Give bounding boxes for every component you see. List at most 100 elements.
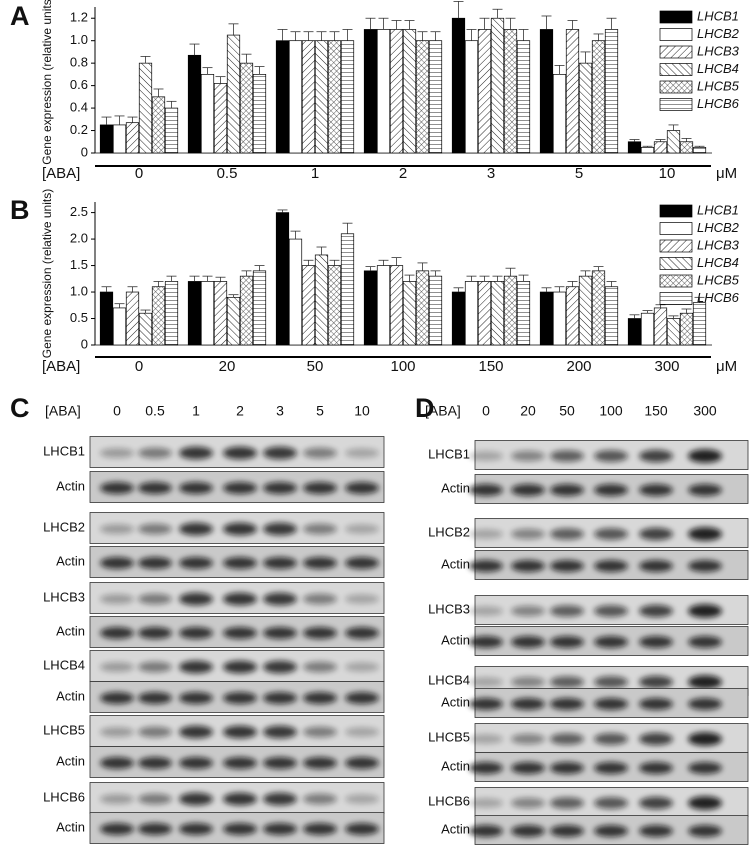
bar (239, 62, 254, 154)
error-bar (466, 29, 477, 41)
band (179, 660, 213, 674)
band (138, 627, 172, 639)
band (594, 797, 628, 809)
error-bar (277, 209, 288, 213)
bar (477, 29, 492, 154)
legend-swatch (659, 63, 693, 76)
lane-label: 100 (599, 403, 623, 419)
band (138, 523, 172, 535)
row-label: LHCB6 (428, 793, 470, 808)
band (594, 762, 628, 774)
error-bar (694, 296, 705, 303)
band (550, 528, 584, 540)
bar (428, 275, 443, 346)
band (100, 823, 134, 835)
band (345, 823, 379, 835)
x-tick-label: 3 (487, 165, 495, 182)
bar (200, 74, 215, 154)
legend-swatch (659, 204, 693, 218)
bar (591, 40, 606, 154)
bar (451, 291, 466, 346)
error-bar (668, 124, 679, 131)
bar (653, 141, 668, 154)
legend-label: LHCB4 (697, 255, 739, 270)
band (511, 605, 545, 617)
band (594, 484, 628, 496)
bar (125, 122, 140, 154)
legend-swatch (659, 239, 693, 253)
error-bar (365, 266, 376, 271)
bar (415, 270, 430, 346)
x-tick-label: 1 (311, 165, 319, 182)
y-tick-label: 0.2 (70, 122, 88, 137)
lane-label: 5 (316, 403, 324, 419)
x-tick-label: 50 (307, 358, 324, 375)
blot-row (89, 436, 385, 468)
bar (627, 141, 642, 154)
band (303, 482, 337, 494)
row-label: Actin (56, 753, 85, 768)
bar (213, 83, 228, 154)
error-bar (114, 115, 125, 125)
band (469, 762, 503, 774)
bar (402, 281, 417, 346)
band (303, 523, 337, 535)
band (263, 482, 297, 494)
error-bar (140, 56, 151, 64)
band (179, 522, 213, 536)
x-tick-label: 2 (399, 165, 407, 182)
band (263, 792, 297, 806)
band (639, 560, 673, 572)
bar (490, 281, 505, 346)
y-tick-label: 1.5 (70, 257, 88, 272)
band (594, 733, 628, 745)
panel-label: B (10, 195, 30, 225)
band (345, 692, 379, 704)
legend-label: LHCB5 (697, 78, 740, 93)
band (550, 698, 584, 710)
band (469, 798, 503, 808)
band (688, 484, 722, 496)
band (688, 675, 722, 689)
blot-row (469, 474, 749, 504)
error-bar (681, 308, 692, 314)
error-bar (303, 259, 314, 266)
blot-row (89, 512, 385, 544)
band (303, 793, 337, 805)
error-bar (593, 33, 604, 41)
panel-label: A (10, 1, 30, 31)
band (550, 733, 584, 745)
y-tick-label: 0 (81, 336, 88, 351)
error-bar (417, 31, 428, 41)
band (550, 797, 584, 809)
bar (477, 281, 492, 346)
band (138, 726, 172, 738)
band (688, 732, 722, 746)
band (179, 446, 213, 460)
panel-label: D (415, 393, 435, 423)
lane-label: 3 (276, 403, 284, 419)
y-tick-label: 2.5 (70, 204, 88, 219)
y-tick-label: 0.6 (70, 77, 88, 92)
band (223, 823, 257, 835)
blot-row (469, 440, 749, 470)
legend-label: LHCB2 (697, 26, 740, 41)
legend-swatch (659, 80, 693, 94)
error-bar (241, 53, 252, 64)
blot-row (469, 815, 749, 845)
band (179, 792, 213, 806)
bar (164, 281, 179, 346)
band (263, 725, 297, 739)
band (594, 636, 628, 648)
bar (516, 40, 531, 154)
lane-label: 0 (482, 403, 490, 419)
error-bar (479, 17, 490, 30)
bar (565, 29, 580, 154)
band (263, 757, 297, 769)
band (223, 522, 257, 536)
blot-row (89, 715, 385, 747)
band (345, 594, 379, 604)
band (594, 605, 628, 617)
error-bar (629, 139, 640, 142)
lane-label: 0 (113, 403, 121, 419)
